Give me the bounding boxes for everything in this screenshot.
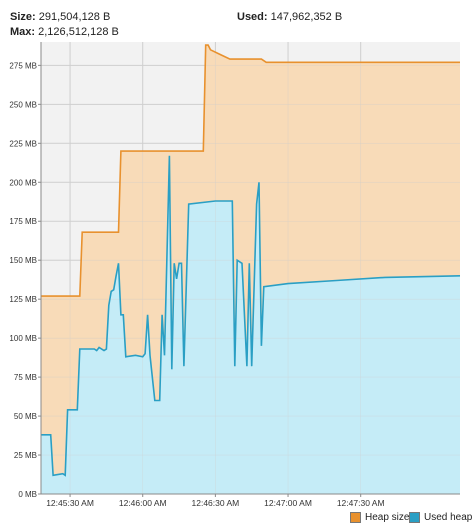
legend-heap-size: Heap size (350, 512, 409, 523)
size-stat: Size: 291,504,128 B (10, 10, 110, 24)
used-heap-line (41, 155, 461, 477)
y-tick-label: 0 MB (18, 490, 37, 499)
size-value: 291,504,128 B (38, 11, 111, 23)
x-tick-label: 12:46:00 AM (119, 498, 167, 508)
y-tick-label: 200 MB (9, 178, 37, 187)
x-tick-label: 12:45:30 AM (46, 498, 94, 508)
used-label: Used: (237, 11, 268, 23)
y-tick-label: 250 MB (9, 100, 37, 109)
legend-heap-swatch (350, 512, 361, 523)
max-stat: Max: 2,126,512,128 B (10, 25, 119, 39)
y-tick-label: 50 MB (14, 412, 37, 421)
max-label: Max: (10, 26, 36, 38)
y-tick-label: 175 MB (9, 217, 37, 226)
legend-used-label: Used heap (424, 512, 473, 523)
legend-heap-label: Heap size (365, 512, 410, 523)
y-tick-label: 150 MB (9, 256, 37, 265)
y-tick-label: 275 MB (9, 61, 37, 70)
used-value: 147,962,352 B (270, 11, 343, 23)
used-stat: Used: 147,962,352 B (237, 10, 342, 24)
y-tick-label: 25 MB (14, 451, 37, 460)
x-tick-label: 12:46:30 AM (192, 498, 240, 508)
y-tick-label: 75 MB (14, 373, 37, 382)
y-tick-label: 225 MB (9, 139, 37, 148)
x-tick-label: 12:47:00 AM (264, 498, 312, 508)
y-tick-label: 125 MB (9, 295, 37, 304)
x-tick-label: 12:47:30 AM (337, 498, 385, 508)
y-tick-label: 100 MB (9, 334, 37, 343)
heap-size-line (41, 44, 460, 297)
size-label: Size: (10, 11, 36, 23)
legend-used-heap: Used heap (409, 512, 472, 523)
legend-used-swatch (409, 512, 420, 523)
max-value: 2,126,512,128 B (38, 26, 119, 38)
